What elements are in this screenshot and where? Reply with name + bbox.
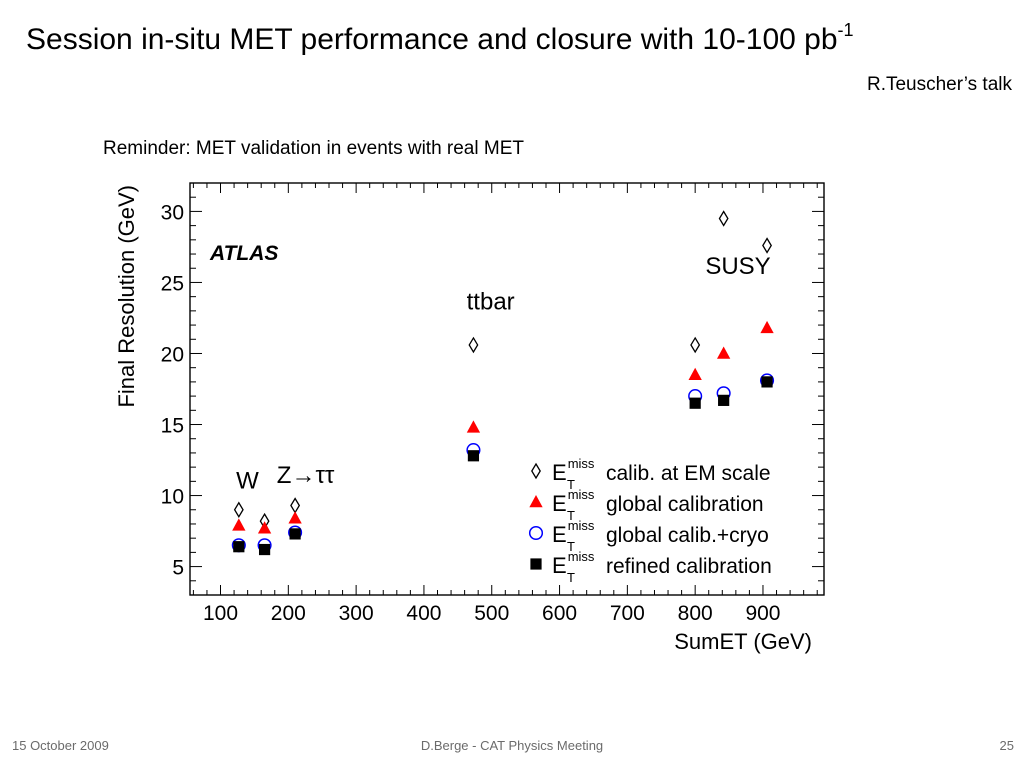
data-point <box>688 367 702 381</box>
legend-symbol-sup: miss <box>568 456 595 471</box>
y-tick-label: 25 <box>161 272 184 295</box>
data-points <box>231 210 775 556</box>
atlas-logo: ATLAS <box>209 242 278 265</box>
x-tick-label: 900 <box>745 602 780 625</box>
data-point <box>289 528 301 540</box>
data-point <box>718 394 730 406</box>
legend-symbol: Emiss T <box>552 549 595 585</box>
y-tick-label: 20 <box>161 343 184 366</box>
legend-symbol-sub: T <box>567 477 575 492</box>
axes: 100 200 300 400 500 600 700 800 900 5 10 15 20 25 30 Su… <box>114 182 825 654</box>
legend-symbol-main: E <box>552 553 567 578</box>
data-point <box>257 521 272 534</box>
data-point <box>232 518 246 531</box>
legend-marker <box>530 558 542 570</box>
series-square <box>233 376 773 556</box>
data-point <box>467 450 480 462</box>
legend-label: global calibration <box>606 493 764 516</box>
data-point <box>690 336 701 354</box>
met-resolution-chart: 100 200 300 400 500 600 700 800 900 5 10 15 20 25 30 Su… <box>114 182 825 654</box>
legend-symbol: Emiss T <box>552 518 595 554</box>
data-point <box>760 320 774 334</box>
reminder-text: Reminder: MET validation in events with … <box>103 138 524 159</box>
data-point <box>468 336 479 354</box>
legend-marker <box>531 462 541 480</box>
footer-date: 15 October 2009 <box>12 738 109 753</box>
data-point <box>762 237 772 254</box>
legend-symbol-sup: miss <box>568 487 595 502</box>
annotation-label: Z→ττ <box>277 462 335 489</box>
annotation-text: Z <box>277 462 292 489</box>
data-point <box>718 210 729 227</box>
legend-symbol: Emiss T <box>552 456 595 492</box>
legend-symbol-main: E <box>552 491 567 516</box>
x-axis-label: SumET (GeV) <box>674 629 812 654</box>
data-point <box>689 397 701 409</box>
y-tick-label: 15 <box>161 415 184 438</box>
legend-symbol-sub: T <box>567 570 575 585</box>
data-point <box>290 497 301 514</box>
x-tick-label: 200 <box>271 602 306 625</box>
talk-reference: R.Teuscher’s talk <box>866 74 1012 95</box>
legend-symbol-sub: T <box>567 508 575 523</box>
series-diamond-open <box>233 210 772 530</box>
slide-title-text: Session in-situ MET performance and clos… <box>26 23 838 56</box>
legend-label: calib. at EM scale <box>606 462 771 485</box>
data-point <box>761 376 773 388</box>
slide-title-superscript: -1 <box>837 20 854 40</box>
x-tick-label: 500 <box>474 602 509 625</box>
legend-marker <box>528 525 544 541</box>
legend-marker <box>529 495 543 508</box>
legend-symbol: Emiss T <box>552 487 595 523</box>
x-tick-label: 100 <box>203 602 238 625</box>
x-tick-label: 400 <box>406 602 441 625</box>
x-tick-label: 800 <box>678 602 713 625</box>
legend-symbol-sub: T <box>567 539 575 554</box>
arrow-icon: → <box>291 462 315 489</box>
legend-symbol-sup: miss <box>568 518 595 533</box>
y-axis-label: Final Resolution (GeV) <box>114 185 139 408</box>
y-tick-label: 30 <box>161 201 184 224</box>
data-point <box>233 501 244 519</box>
legend-symbol-main: E <box>552 522 567 547</box>
slide-title: Session in-situ MET performance and clos… <box>26 20 854 58</box>
x-tick-label: 600 <box>542 602 577 625</box>
data-point <box>258 543 271 556</box>
annotation-label: ttbar <box>467 288 515 315</box>
annotation-label: W <box>236 467 259 494</box>
page-number: 25 <box>999 738 1014 753</box>
plot-frame <box>189 182 825 596</box>
series-triangle <box>232 320 774 534</box>
x-tick-label: 300 <box>339 602 374 625</box>
data-point <box>233 541 245 553</box>
footer-center: D.Berge - CAT Physics Meeting <box>420 738 604 753</box>
annotation-label: SUSY <box>705 253 770 280</box>
legend-label: refined calibration <box>606 555 772 578</box>
legend-symbol-main: E <box>552 460 567 485</box>
y-tick-label: 5 <box>172 557 184 580</box>
data-point <box>716 346 731 359</box>
x-tick-label: 700 <box>610 602 645 625</box>
data-point <box>466 420 481 433</box>
data-point <box>288 511 302 524</box>
legend-symbol-sup: miss <box>568 549 595 564</box>
y-tick-label: 10 <box>161 486 184 509</box>
annotation-text: ττ <box>315 462 334 489</box>
legend-label: global calib.+cryo <box>606 524 769 547</box>
